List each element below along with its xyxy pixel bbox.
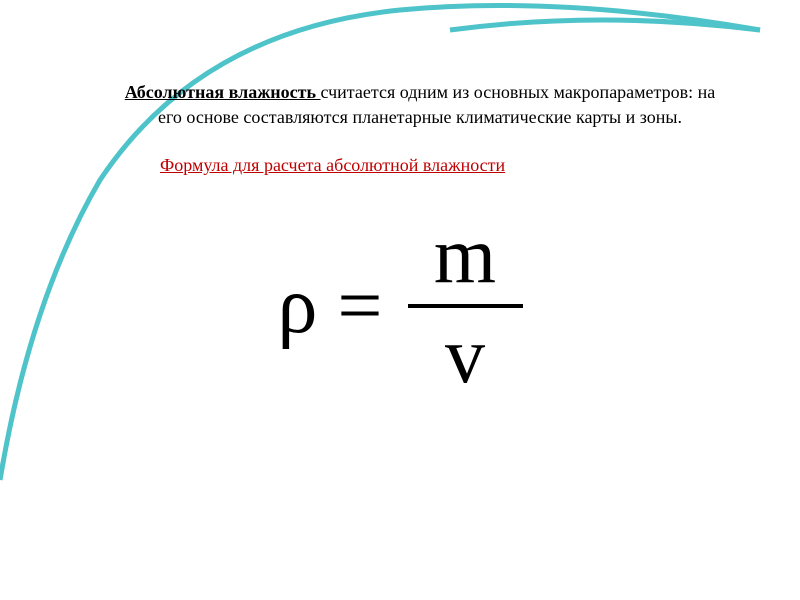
fraction: m v xyxy=(408,216,523,396)
numerator: m xyxy=(434,216,496,304)
denominator: v xyxy=(445,308,485,396)
slide: Абсолютная влажность считается одним из … xyxy=(0,0,800,600)
content-area: Абсолютная влажность считается одним из … xyxy=(120,80,720,396)
density-formula: ρ = m v xyxy=(277,216,522,396)
equals-symbol: = xyxy=(337,261,382,352)
main-paragraph: Абсолютная влажность считается одним из … xyxy=(120,80,720,130)
arc-inner xyxy=(450,20,760,30)
rho-symbol: ρ xyxy=(277,261,317,352)
formula-container: ρ = m v xyxy=(80,216,720,396)
lead-term: Абсолютная влажность xyxy=(125,82,321,102)
formula-subtitle: Формула для расчета абсолютной влажности xyxy=(160,155,720,176)
